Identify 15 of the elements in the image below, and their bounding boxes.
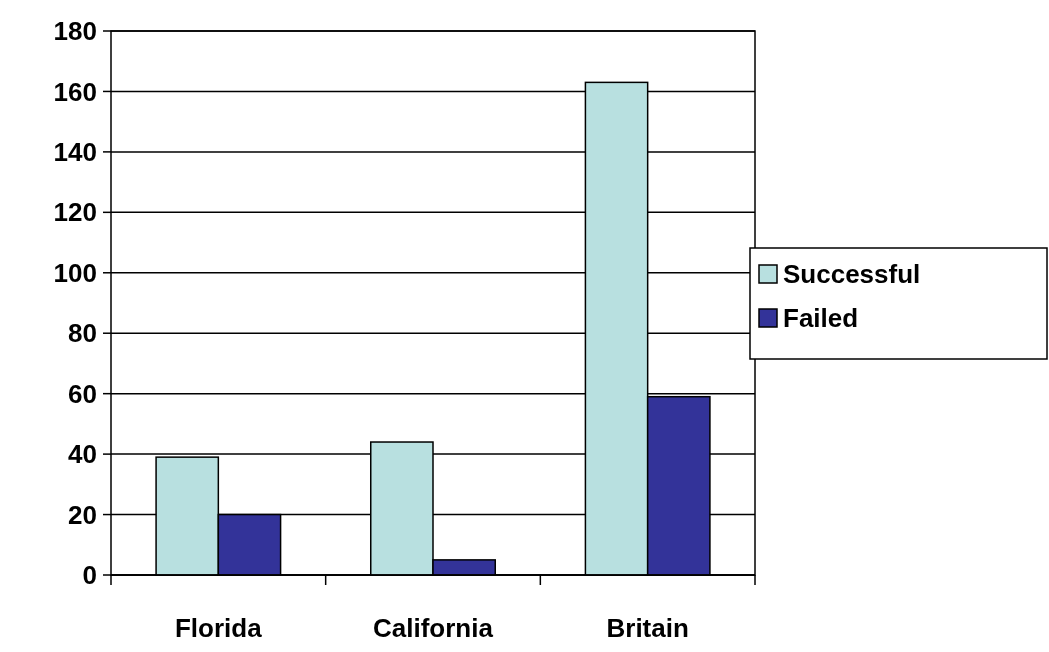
- y-tick-label: 180: [53, 16, 97, 47]
- x-tick-label: California: [373, 613, 494, 643]
- legend-label: Successful: [783, 259, 921, 290]
- y-tick-label: 0: [82, 560, 97, 591]
- y-tick-label: 140: [53, 136, 97, 167]
- y-tick-label: 100: [53, 257, 97, 288]
- x-tick-label: Florida: [175, 613, 263, 643]
- y-tick-label: 60: [68, 378, 97, 409]
- y-tick-label: 80: [68, 318, 97, 349]
- y-tick-label: 40: [68, 439, 97, 470]
- y-tick-label: 160: [53, 76, 97, 107]
- y-tick-label: 20: [68, 499, 97, 530]
- x-tick-label: Britain: [606, 613, 689, 643]
- legend-label: Failed: [783, 303, 859, 334]
- y-tick-label: 120: [53, 197, 97, 228]
